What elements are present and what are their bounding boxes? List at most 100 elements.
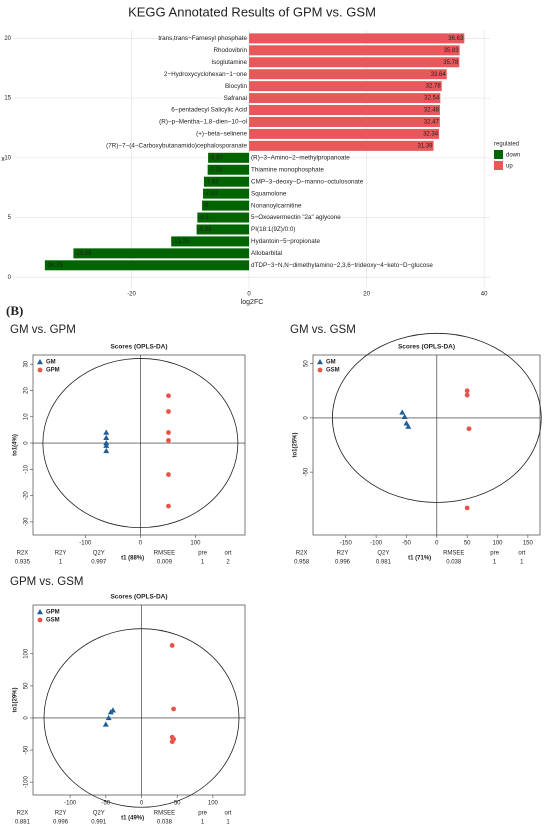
legend-label: GPM: [46, 368, 60, 374]
stat-value: 0.996: [53, 820, 69, 826]
legend-label: GSM: [326, 368, 340, 374]
legend-marker: [317, 359, 323, 365]
x-tick-label: 100: [208, 801, 219, 807]
bar: [249, 105, 440, 116]
point: [103, 434, 110, 440]
y-tick-label: -20: [24, 491, 30, 500]
bar-value-label: -34.75: [46, 263, 64, 269]
legend-label: up: [506, 164, 513, 170]
legend-label: down: [506, 153, 520, 159]
x-axis-label: t1 (88%): [121, 556, 144, 562]
bar-value-label: -8: [203, 203, 209, 209]
bar: [208, 152, 250, 163]
stat-value: 0.935: [15, 560, 31, 566]
bar-value-label: 32.34: [423, 131, 439, 137]
point: [166, 503, 171, 509]
legend-marker: [317, 367, 323, 373]
x-tick-label: 20: [363, 292, 370, 298]
point: [166, 438, 171, 443]
plot-frame: [32, 354, 246, 536]
y-tick-label: -50: [304, 467, 310, 476]
point: [103, 442, 110, 448]
point: [464, 505, 470, 511]
point: [103, 440, 110, 446]
bar-category-label: Biocytin: [225, 83, 248, 90]
y-tick-label: -50: [24, 745, 30, 754]
bar: [202, 200, 250, 211]
bar-value-label: 31.39: [418, 143, 434, 149]
legend-label: GM: [46, 360, 56, 366]
x-tick-label: 50: [464, 541, 471, 547]
point: [405, 423, 412, 429]
bar-value-label: -7.05: [209, 167, 223, 173]
bar-category-label: (+)−beta−selinene: [196, 131, 247, 138]
point: [166, 409, 171, 414]
stat-label: R2X: [296, 551, 308, 557]
bar: [249, 45, 460, 56]
y-tick-label: 30: [24, 360, 30, 367]
bar: [207, 164, 250, 175]
x-tick-label: 50: [174, 801, 181, 807]
bar-category-label: Hydantoin−5−propionate: [251, 238, 320, 245]
x-tick-label: -100: [64, 801, 77, 807]
bar-value-label: 32.78: [426, 84, 442, 90]
plot-frame: [32, 604, 246, 796]
y-tick-label: 100: [24, 648, 30, 659]
y-tick-label: 15: [4, 96, 11, 102]
stat-label: R2Y: [55, 811, 67, 817]
x-tick-label: 150: [523, 541, 534, 547]
bar-value-label: -8.8: [198, 215, 209, 221]
stat-value: 1: [201, 560, 205, 566]
point: [166, 430, 171, 435]
y-axis-label: x: [1, 156, 5, 163]
bar-category-label: Thiamine monophosphate: [251, 166, 324, 173]
legend-marker: [37, 617, 43, 623]
x-tick-label: -50: [101, 801, 110, 807]
stat-value: 0.009: [157, 560, 173, 566]
x-axis-label: log2FC: [241, 299, 264, 306]
point: [102, 721, 109, 727]
y-tick-label: 50: [304, 360, 310, 367]
x-tick-label: 40: [481, 292, 488, 298]
bar-category-label: (R)−3−Amino−2−methylpropanoate: [251, 154, 350, 161]
stat-value: 0.038: [446, 560, 462, 566]
y-tick-label: 0: [304, 416, 310, 420]
bar: [196, 224, 250, 235]
bar-category-label: 2−Hydroxycyclohexan−1−one: [164, 71, 248, 78]
y-tick-label: -100: [24, 775, 30, 788]
bar-category-label: 5−Oxoavermectin "2a" aglycone: [251, 214, 341, 221]
x-tick-label: -150: [340, 541, 353, 547]
stat-label: pre: [198, 551, 207, 557]
bar-category-label: Rhodovibrin: [213, 47, 247, 54]
point: [466, 426, 472, 432]
bar: [249, 57, 460, 68]
point: [399, 409, 406, 415]
y-tick-label: 0: [24, 441, 30, 445]
bar-category-label: (R)−p−Mentha−1,8−dien−10−ol: [159, 119, 247, 126]
bar-value-label: -7.83: [204, 191, 218, 197]
bar: [249, 69, 447, 80]
point: [464, 388, 470, 394]
bar-value-label: 35.83: [444, 48, 460, 54]
stat-value: 0.958: [294, 560, 310, 566]
stat-label: R2X: [17, 811, 29, 817]
stat-value: 1: [201, 820, 205, 826]
bar-category-label: Nonanoylcarnitine: [251, 202, 302, 209]
bar-category-label: Squamolone: [251, 190, 287, 197]
y-axis-label: to1(4%): [13, 434, 19, 456]
y-tick-label: 0: [8, 275, 12, 281]
legend-label: GPM: [46, 610, 60, 616]
bar-value-label: 32.54: [424, 96, 440, 102]
panel-label: (B): [6, 303, 23, 318]
y-tick-label: 20: [4, 36, 11, 42]
point: [464, 392, 470, 398]
bar-value-label: 32.47: [424, 120, 440, 126]
x-axis-label: t1 (49%): [121, 816, 144, 822]
bar-category-label: Allobarbital: [251, 250, 282, 257]
bar: [203, 188, 250, 199]
point: [171, 706, 177, 712]
bar: [249, 33, 465, 44]
stat-label: R2Y: [337, 551, 349, 557]
bar-value-label: 32.48: [424, 108, 440, 114]
